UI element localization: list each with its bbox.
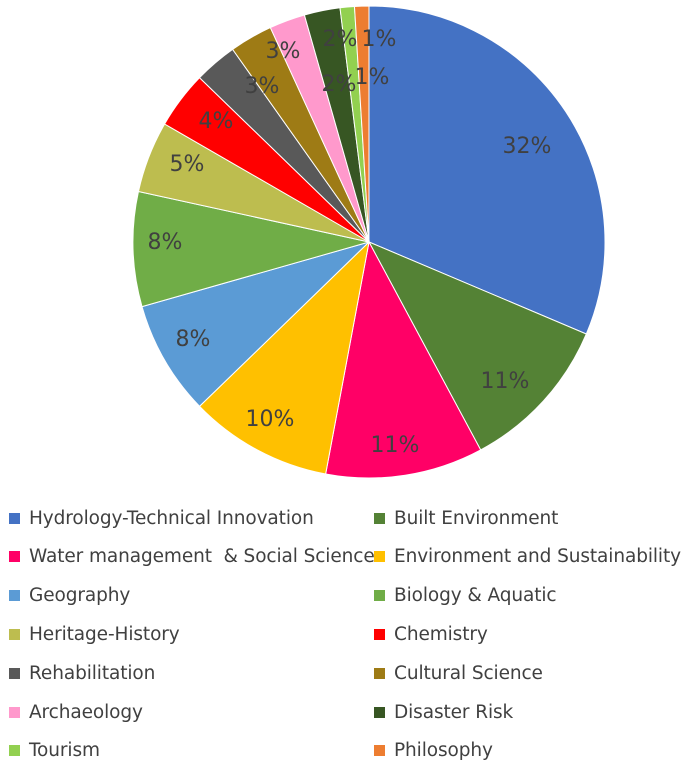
legend-label: Philosophy — [394, 740, 493, 762]
legend-label: Disaster Risk — [394, 701, 514, 723]
legend-swatch — [9, 667, 20, 679]
legend-item: Philosophy — [374, 738, 493, 764]
legend-swatch — [9, 706, 20, 718]
legend-swatch — [374, 551, 385, 563]
pie-slice — [367, 240, 587, 451]
legend-swatch — [9, 590, 20, 602]
legend-item: Chemistry — [374, 621, 488, 647]
legend-item: Environment and Sustainability — [374, 544, 681, 570]
slice-data-label: 4% — [199, 109, 234, 134]
legend-swatch — [9, 745, 20, 757]
legend-label: Cultural Science — [394, 662, 543, 684]
legend-label: Built Environment — [394, 507, 559, 529]
legend-label: Heritage-History — [29, 623, 180, 645]
legend-label: Water management & Social Science — [29, 546, 375, 568]
slice-data-label: 8% — [176, 327, 211, 352]
slice-data-label: 11% — [481, 369, 530, 394]
slice-data-label: 2% — [322, 72, 357, 97]
legend-item: Archaeology — [9, 699, 143, 725]
legend-item: Tourism — [9, 738, 100, 764]
slice-data-label: 3% — [266, 39, 301, 64]
pie-chart-svg: 32%11%11%10%8%8%5%4%3%3%2%2%1%1% — [132, 5, 606, 479]
legend-item: Cultural Science — [374, 660, 543, 686]
legend-item: Rehabilitation — [9, 660, 155, 686]
legend-label: Rehabilitation — [29, 662, 156, 684]
legend-swatch — [374, 512, 385, 524]
legend-label: Geography — [29, 585, 131, 607]
slice-data-label: 5% — [170, 152, 205, 177]
legend-swatch — [374, 667, 385, 679]
slice-data-label: 1% — [362, 27, 397, 52]
pie-slice — [353, 5, 370, 243]
slice-data-label: 8% — [148, 230, 183, 255]
legend-swatch — [374, 706, 385, 718]
legend-label: Biology & Aquatic — [394, 585, 557, 607]
legend-label: Tourism — [29, 740, 100, 762]
slice-data-label: 11% — [371, 433, 420, 458]
legend-item: Disaster Risk — [374, 699, 513, 725]
legend-item: Built Environment — [374, 505, 558, 531]
pie-slice — [368, 5, 606, 335]
legend-swatch — [9, 512, 20, 524]
legend-item: Biology & Aquatic — [374, 583, 557, 609]
slice-data-label: 32% — [503, 134, 552, 159]
pie-slice — [141, 241, 370, 407]
legend-item: Heritage-History — [9, 621, 180, 647]
legend-swatch — [374, 628, 385, 640]
pie-slice — [132, 190, 370, 308]
legend-swatch — [9, 551, 20, 563]
legend-item: Water management & Social Science — [9, 544, 375, 570]
legend-swatch — [374, 745, 385, 757]
legend-swatch — [374, 590, 385, 602]
slice-data-label: 3% — [245, 74, 280, 99]
legend-label: Hydrology-Technical Innovation — [29, 507, 314, 529]
pie-slice — [325, 240, 482, 479]
legend-label: Environment and Sustainability — [394, 546, 681, 568]
legend-item: Geography — [9, 583, 130, 609]
legend-swatch — [9, 628, 20, 640]
legend-label: Archaeology — [29, 701, 143, 723]
slice-data-label: 10% — [246, 407, 295, 432]
slice-data-label: 1% — [355, 65, 390, 90]
slice-data-label: 2% — [323, 27, 358, 52]
legend-label: Chemistry — [394, 623, 488, 645]
pie-slice — [198, 240, 370, 475]
legend-item: Hydrology-Technical Innovation — [9, 505, 314, 531]
